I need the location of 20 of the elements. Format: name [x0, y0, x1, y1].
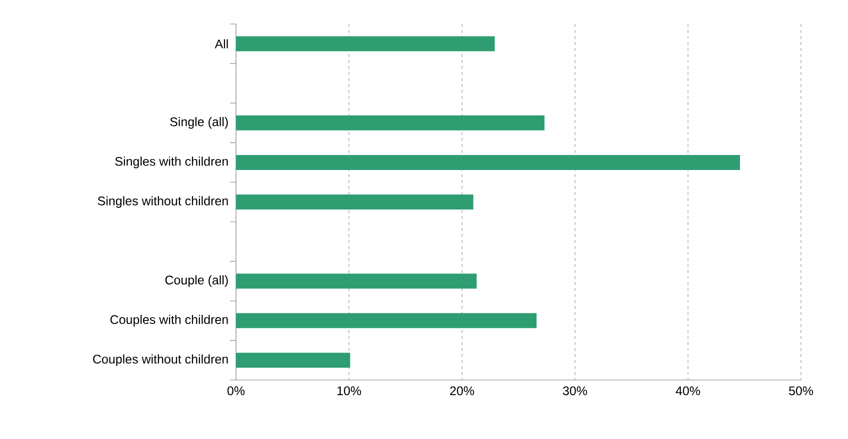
bar	[236, 154, 740, 170]
bar	[236, 115, 544, 130]
y-tick-label: Couples with children	[110, 314, 228, 326]
bar	[236, 274, 477, 289]
bar	[236, 36, 495, 52]
bar	[236, 352, 350, 368]
y-tick-label: Couple (all)	[165, 275, 228, 287]
y-tick-label: All	[214, 39, 228, 48]
x-tick-label: 50%	[788, 386, 814, 396]
y-tick-label: Singles without children	[98, 196, 228, 208]
y-tick-label: Singles with children	[115, 156, 228, 168]
bar	[236, 313, 537, 328]
x-tick-label: 30%	[562, 386, 588, 396]
x-tick-label: 20%	[450, 386, 474, 396]
y-tick-label: Single (all)	[170, 117, 228, 129]
x-tick-label: 40%	[676, 386, 700, 396]
x-tick-label: 0%	[227, 386, 245, 396]
y-tick-label: Couples without children	[93, 354, 228, 366]
x-tick-label: 10%	[337, 386, 362, 396]
bar	[236, 194, 474, 210]
